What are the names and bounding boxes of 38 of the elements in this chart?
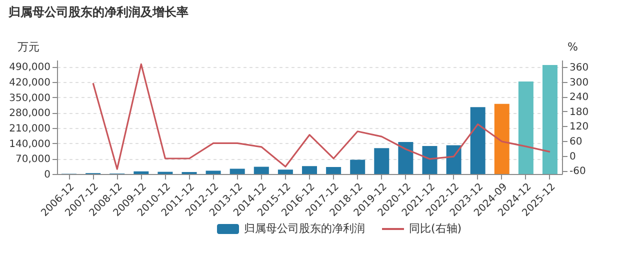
chart-title: 归属母公司股东的净利润及增长率	[8, 5, 189, 19]
bar	[302, 166, 317, 174]
y2-tick-label: 180	[570, 106, 589, 118]
y2-tick-label: 120	[570, 122, 589, 133]
y2-tick-label: -60	[570, 166, 586, 178]
y2-tick-label: 60	[570, 136, 582, 148]
y-tick-label: 140,000	[9, 138, 50, 150]
bar	[278, 170, 293, 174]
y-tick-label: 0	[44, 170, 50, 180]
y2-tick-label: 0	[570, 151, 576, 162]
bar	[350, 160, 366, 174]
bar	[398, 142, 414, 174]
y2-tick-label: 300	[570, 77, 589, 88]
bar	[446, 145, 462, 174]
y-axis-title: 万元	[18, 40, 40, 54]
y-tick-label: 210,000	[9, 123, 50, 134]
bar	[422, 146, 438, 174]
y2-tick-label: 240	[570, 92, 589, 104]
bar	[494, 104, 510, 174]
bar	[374, 148, 390, 174]
line-series	[92, 63, 551, 170]
y2-axis-title: %	[568, 40, 578, 54]
bar	[206, 170, 221, 174]
y-tick-label: 280,000	[9, 108, 50, 120]
y-tick-label: 350,000	[9, 92, 50, 104]
y-tick-label: 490,000	[9, 62, 50, 74]
y-tick-label: 70,000	[16, 154, 50, 166]
y2-tick-label: 360	[570, 62, 589, 74]
bar	[470, 107, 486, 174]
legend-label: 归属母公司股东的净利润	[244, 222, 365, 235]
y-tick-label: 420,000	[9, 77, 50, 88]
legend-label: 同比(右轴)	[409, 222, 462, 235]
bar	[254, 166, 269, 174]
bar	[326, 166, 342, 174]
bar	[518, 81, 534, 174]
bar	[542, 65, 558, 174]
bar	[134, 171, 149, 174]
bar	[230, 168, 245, 174]
